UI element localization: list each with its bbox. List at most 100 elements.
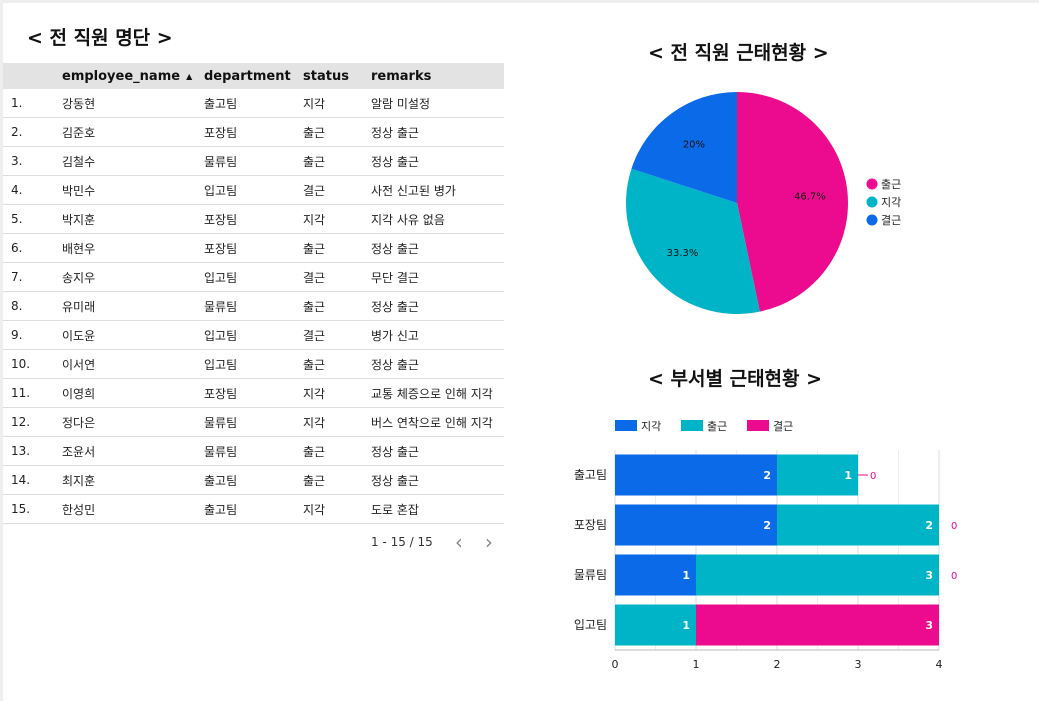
header-employee-name[interactable]: employee_name ▲ [62,63,204,89]
bar-segment-출근[interactable] [615,604,696,646]
legend-swatch [866,214,878,226]
row-remarks: 버스 연착으로 인해 지각 [371,407,504,437]
row-department: 물류팀 [204,146,303,176]
row-index: 12. [3,407,62,437]
pie-value-label: 33.3% [667,248,699,259]
row-status: 지각 [303,407,371,437]
header-employee-name-label[interactable]: employee_name [62,68,181,84]
bar-segment-출근[interactable] [696,554,939,596]
legend-swatch [866,196,878,208]
table-row[interactable]: 7. 송지우 입고팀 결근 무단 결근 [3,262,504,292]
legend-swatch [615,420,637,431]
bar-chart: 지각출근결근출고팀210포장팀220물류팀130입고팀01301234 [574,420,957,671]
row-department: 출고팀 [204,494,303,524]
row-index: 9. [3,320,62,350]
bar-segment-지각[interactable] [615,554,696,596]
row-remarks: 정상 출근 [371,465,504,495]
table-row[interactable]: 10. 이서연 입고팀 출근 정상 출근 [3,349,504,379]
row-status: 출근 [303,465,371,495]
legend-swatch [747,420,769,431]
row-status: 출근 [303,146,371,176]
bar-legend-label[interactable]: 지각 [641,420,661,433]
row-index: 15. [3,494,62,524]
row-employee-name: 정다은 [62,407,204,437]
table-row[interactable]: 1. 강동현 출고팀 지각 알람 미설정 [3,89,504,118]
table-row[interactable]: 11. 이영희 포장팀 지각 교통 체증으로 인해 지각 [3,378,504,408]
row-department: 포장팀 [204,204,303,234]
pie-slice-지각[interactable] [626,168,760,314]
table-row[interactable]: 9. 이도윤 입고팀 결근 병가 신고 [3,320,504,350]
row-index: 8. [3,291,62,321]
prev-page-button[interactable]: ‹ [454,530,463,554]
row-employee-name: 최지훈 [62,465,204,495]
table-row[interactable]: 13. 조윤서 물류팀 출근 정상 출근 [3,436,504,466]
sort-ascending-icon[interactable]: ▲ [186,71,193,81]
row-index: 2. [3,117,62,147]
bar-segment-지각[interactable] [615,454,777,496]
row-index: 5. [3,204,62,234]
x-tick-label: 3 [855,658,862,671]
table-row[interactable]: 4. 박민수 입고팀 결근 사전 신고된 병가 [3,175,504,205]
x-tick-label: 0 [612,658,619,671]
bar-legend-label[interactable]: 출근 [707,420,727,433]
row-department: 포장팀 [204,233,303,263]
row-status: 지각 [303,494,371,524]
row-index: 6. [3,233,62,263]
row-department: 물류팀 [204,291,303,321]
row-department: 입고팀 [204,320,303,350]
x-tick-label: 4 [936,658,943,671]
table-row[interactable]: 8. 유미래 물류팀 출근 정상 출근 [3,291,504,321]
row-department: 포장팀 [204,378,303,408]
bar-segment-지각[interactable] [615,504,777,546]
bar-segment-결근[interactable] [696,604,939,646]
row-remarks: 알람 미설정 [371,89,504,118]
pie-legend-label[interactable]: 지각 [881,196,901,209]
bar-value-label: 3 [925,569,933,582]
bar-legend-label[interactable]: 결근 [773,420,793,433]
pie-chart-title: < 전 직원 근태현황 > [648,42,829,64]
bar-segment-출근[interactable] [777,454,858,496]
pie-legend-label[interactable]: 결근 [881,214,901,227]
bar-value-label: 3 [925,619,933,632]
row-employee-name: 송지우 [62,262,204,292]
row-index: 7. [3,262,62,292]
next-page-button[interactable]: › [484,530,493,554]
pie-value-label: 20% [683,140,705,151]
pie-legend-label[interactable]: 출근 [881,178,901,191]
row-employee-name: 강동현 [62,89,204,118]
table-row[interactable]: 2. 김준호 포장팀 출근 정상 출근 [3,117,504,147]
row-status: 출근 [303,436,371,466]
bar-value-label: 1 [844,469,852,482]
row-department: 입고팀 [204,262,303,292]
table-row[interactable]: 12. 정다은 물류팀 지각 버스 연착으로 인해 지각 [3,407,504,437]
table-row[interactable]: 14. 최지훈 출고팀 출근 정상 출근 [3,465,504,495]
row-status: 출근 [303,117,371,147]
row-department: 포장팀 [204,117,303,147]
row-remarks: 도로 혼잡 [371,494,504,524]
bar-segment-출근[interactable] [777,504,939,546]
row-employee-name: 이영희 [62,378,204,408]
table-row[interactable]: 6. 배현우 포장팀 출근 정상 출근 [3,233,504,263]
pie-slice-출근[interactable] [737,92,848,312]
bar-chart-title: < 부서별 근태현황 > [648,368,823,390]
header-index [3,63,62,89]
pie-slice-결근[interactable] [631,92,737,203]
row-employee-name: 박민수 [62,175,204,205]
row-status: 결근 [303,320,371,350]
row-status: 출근 [303,349,371,379]
table-row[interactable]: 3. 김철수 물류팀 출근 정상 출근 [3,146,504,176]
row-index: 10. [3,349,62,379]
row-index: 4. [3,175,62,205]
header-department[interactable]: department [204,63,303,89]
row-status: 지각 [303,204,371,234]
header-remarks[interactable]: remarks [371,63,504,89]
row-status: 결근 [303,175,371,205]
header-status[interactable]: status [303,63,371,89]
table-row[interactable]: 15. 한성민 출고팀 지각 도로 혼잡 [3,494,504,524]
table-title: < 전 직원 명단 > [27,27,173,49]
row-remarks: 무단 결근 [371,262,504,292]
row-remarks: 사전 신고된 병가 [371,175,504,205]
table-row[interactable]: 5. 박지훈 포장팀 지각 지각 사유 없음 [3,204,504,234]
category-label: 물류팀 [574,568,607,582]
pie-value-label: 46.7% [794,191,826,202]
